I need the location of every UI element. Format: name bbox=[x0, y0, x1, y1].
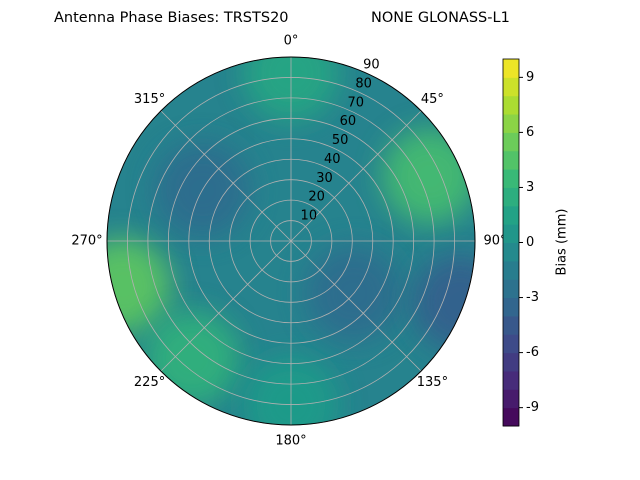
colorbar-band bbox=[503, 370, 519, 390]
radius-label: 20 bbox=[308, 190, 325, 205]
polar-frame bbox=[106, 56, 476, 426]
colorbar-band bbox=[503, 242, 519, 262]
angle-label: 315° bbox=[134, 92, 165, 107]
colorbar-tick-label: 0 bbox=[526, 235, 534, 250]
radius-label: 50 bbox=[332, 133, 349, 148]
colorbar-band bbox=[503, 260, 519, 280]
colorbar-tick-label: 6 bbox=[526, 125, 534, 140]
colorbar-band bbox=[503, 297, 519, 317]
radius-label: 80 bbox=[355, 76, 372, 91]
angle-label: 180° bbox=[275, 434, 306, 449]
colorbar-tick-label: -9 bbox=[526, 400, 539, 415]
colorbar-band bbox=[503, 352, 519, 372]
colorbar-band bbox=[503, 114, 519, 133]
radius-label: 30 bbox=[316, 171, 333, 186]
colorbar-band bbox=[503, 59, 519, 78]
colorbar-tick-label: -3 bbox=[526, 290, 539, 305]
colorbar-band bbox=[503, 187, 519, 207]
angle-label: 270° bbox=[71, 234, 102, 249]
radius-label: 10 bbox=[301, 209, 318, 224]
contour-region bbox=[412, 254, 475, 351]
colorbar-band bbox=[503, 205, 519, 225]
axes: 0°45°90°135°180°225°270°315°102030405060… bbox=[71, 34, 569, 449]
contour-region bbox=[144, 310, 241, 407]
angle-label: 90° bbox=[483, 234, 506, 249]
colorbar-tick-label: 3 bbox=[526, 180, 534, 195]
colorbar-band bbox=[503, 315, 519, 335]
angular-grid bbox=[290, 240, 422, 372]
radius-label: 40 bbox=[324, 152, 341, 167]
angle-label: 135° bbox=[417, 375, 448, 390]
chart-title: Antenna Phase Biases: TRSTS20 bbox=[54, 10, 289, 26]
angular-grid bbox=[160, 240, 292, 372]
colorbar-band bbox=[503, 132, 519, 152]
colorbar-band bbox=[503, 95, 519, 115]
colorbar-band bbox=[503, 169, 519, 188]
colorbar-band bbox=[503, 279, 519, 299]
angular-grid bbox=[160, 110, 292, 242]
chart-subtitle: NONE GLONASS-L1 bbox=[371, 10, 510, 26]
colorbar-band bbox=[503, 77, 519, 97]
colorbar-band bbox=[503, 334, 519, 354]
radius-label: 90 bbox=[363, 58, 380, 73]
colorbar-band bbox=[503, 407, 519, 427]
contour-region bbox=[107, 237, 172, 334]
angle-label: 225° bbox=[134, 375, 165, 390]
colorbar-band bbox=[503, 150, 519, 170]
angle-label: 45° bbox=[421, 92, 444, 107]
colorbar-tick-label: 9 bbox=[526, 70, 534, 85]
angle-label: 0° bbox=[284, 34, 299, 49]
colorbar-tick-label: -6 bbox=[526, 345, 539, 360]
radius-label: 70 bbox=[347, 95, 364, 110]
radius-label: 60 bbox=[340, 114, 357, 129]
colorbar-band bbox=[503, 224, 519, 243]
colorbar-label: Bias (mm) bbox=[555, 209, 570, 276]
angular-grid bbox=[290, 110, 422, 242]
colorbar-band bbox=[503, 389, 519, 409]
